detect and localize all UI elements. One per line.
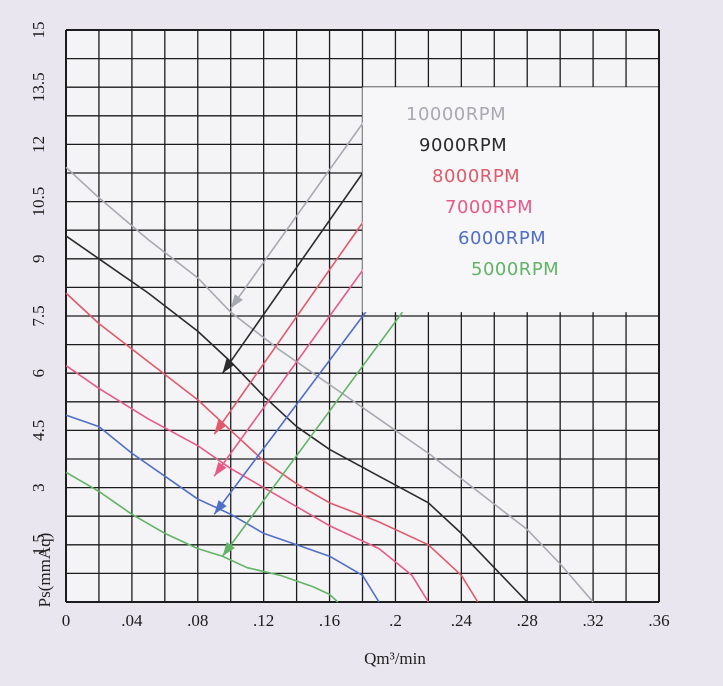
series-line xyxy=(65,166,594,603)
legend-arrow xyxy=(214,500,227,515)
x-tick-label: .16 xyxy=(319,611,340,630)
legend-arrow xyxy=(214,461,227,477)
x-tick-label: .2 xyxy=(389,611,402,630)
tick-layer: 0 .04 .08 .12 .16 .2 .24 .28 .32 .36 1.5 3 4.5 6 7.5 9 1… xyxy=(29,22,670,631)
y-tick-label: 13.5 xyxy=(29,72,48,102)
y-tick-label: 9 xyxy=(29,255,48,264)
legend-label: 9000RPM xyxy=(419,135,507,156)
x-axis-label: Qm³/min xyxy=(364,649,426,668)
series-line xyxy=(65,364,430,603)
legend-label: 8000RPM xyxy=(432,166,520,187)
x-tick-label: .04 xyxy=(121,611,143,630)
x-tick-label: .24 xyxy=(451,611,473,630)
series-line xyxy=(65,292,479,603)
legend-arrow xyxy=(214,419,227,435)
x-tick-label: .36 xyxy=(648,611,669,630)
legend-arrow xyxy=(222,358,235,374)
legend-label: 7000RPM xyxy=(445,197,533,218)
legend-arrow xyxy=(222,542,235,557)
x-tick-label: .32 xyxy=(582,611,603,630)
x-tick-label: 0 xyxy=(62,611,71,630)
legend-label: 5000RPM xyxy=(471,259,559,280)
x-tick-label: .12 xyxy=(253,611,274,630)
series-line xyxy=(65,235,528,603)
x-tick-label: .28 xyxy=(517,611,538,630)
y-tick-label: 1.5 xyxy=(29,534,48,555)
y-tick-label: 3 xyxy=(29,483,48,492)
legend-layer: 10000RPM 9000RPM 8000RPM 7000RPM 6000RPM 5000… xyxy=(362,87,658,313)
legend-label: 10000RPM xyxy=(406,104,506,125)
y-tick-label: 12 xyxy=(29,136,48,153)
legend-label: 6000RPM xyxy=(458,228,546,249)
y-tick-label: 15 xyxy=(29,22,48,39)
x-tick-label: .08 xyxy=(187,611,208,630)
legend-box xyxy=(362,87,658,313)
y-tick-label: 7.5 xyxy=(29,305,48,326)
series-line xyxy=(65,414,380,603)
y-tick-label: 4.5 xyxy=(29,420,48,441)
y-axis-label: Ps(mmAq) xyxy=(35,533,54,608)
y-tick-label: 10.5 xyxy=(29,187,48,217)
y-tick-label: 6 xyxy=(29,369,48,378)
legend-arrow xyxy=(230,294,243,309)
